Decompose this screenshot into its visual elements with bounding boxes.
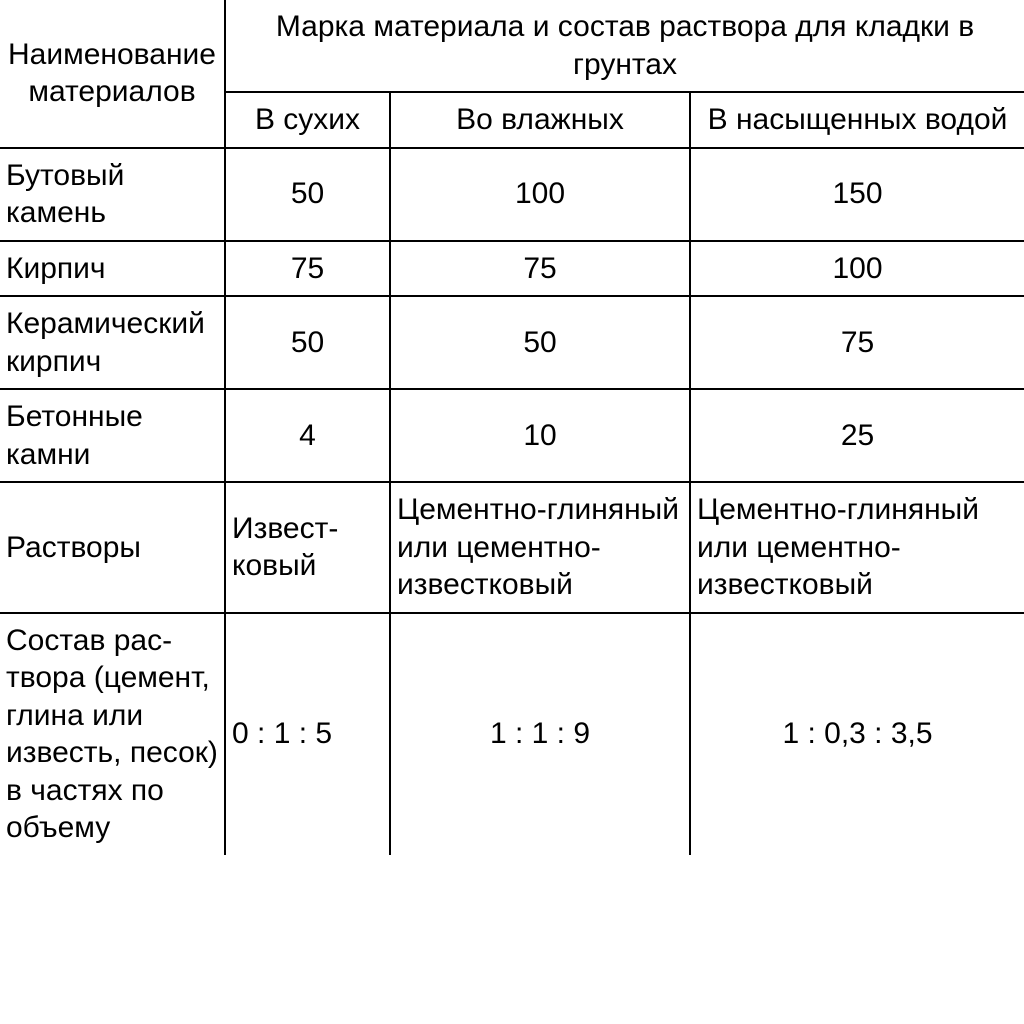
table-row: Кирпич 75 75 100: [0, 241, 1024, 297]
cell-dry: 50: [225, 296, 390, 389]
row-name: Бутовый камень: [0, 148, 225, 241]
materials-table: Наименование материалов Марка материала …: [0, 0, 1024, 855]
cell-moist: Цементно-глиня­ный или цемент­но-известк…: [390, 482, 690, 613]
cell-sat: 1 : 0,3 : 3,5: [690, 613, 1024, 855]
cell-dry: Извест­ковый: [225, 482, 390, 613]
row-name: Состав рас­твора (це­мент, глина или изв…: [0, 613, 225, 855]
cell-dry: 75: [225, 241, 390, 297]
cell-moist: 50: [390, 296, 690, 389]
table-row: Керамический кирпич 50 50 75: [0, 296, 1024, 389]
table-row: Растворы Извест­ковый Цементно-глиня­ный…: [0, 482, 1024, 613]
cell-dry: 50: [225, 148, 390, 241]
cell-moist: 75: [390, 241, 690, 297]
header-col-dry: В сухих: [225, 92, 390, 148]
cell-dry: 0 : 1 : 5: [225, 613, 390, 855]
table-row: Состав рас­твора (це­мент, глина или изв…: [0, 613, 1024, 855]
header-row-1: Наименование материалов Марка материала …: [0, 0, 1024, 92]
header-group: Марка материала и состав раствора для кл…: [225, 0, 1024, 92]
row-name: Растворы: [0, 482, 225, 613]
row-name: Бетонные камни: [0, 389, 225, 482]
cell-sat: 100: [690, 241, 1024, 297]
header-materials: Наименование материалов: [0, 0, 225, 148]
cell-dry: 4: [225, 389, 390, 482]
cell-moist: 1 : 1 : 9: [390, 613, 690, 855]
cell-sat: 75: [690, 296, 1024, 389]
row-name: Керамический кирпич: [0, 296, 225, 389]
cell-sat: 150: [690, 148, 1024, 241]
header-col-moist: Во влажных: [390, 92, 690, 148]
table-row: Бетонные камни 4 10 25: [0, 389, 1024, 482]
cell-moist: 100: [390, 148, 690, 241]
table-row: Бутовый камень 50 100 150: [0, 148, 1024, 241]
cell-moist: 10: [390, 389, 690, 482]
cell-sat: 25: [690, 389, 1024, 482]
cell-sat: Цементно-глиня­ный или цемент­но-известк…: [690, 482, 1024, 613]
row-name: Кирпич: [0, 241, 225, 297]
header-col-saturated: В насыщенных водой: [690, 92, 1024, 148]
